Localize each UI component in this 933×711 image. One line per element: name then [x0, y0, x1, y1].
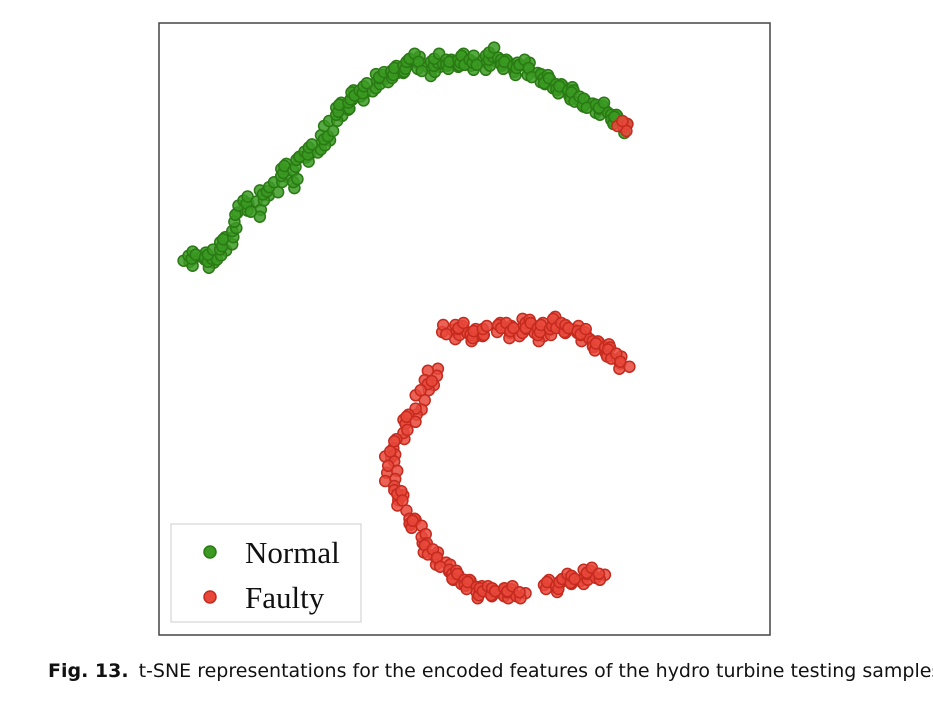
- data-point-faulty: [414, 384, 427, 397]
- data-point-normal: [415, 64, 429, 78]
- data-point-faulty: [507, 321, 520, 335]
- data-point-faulty: [383, 445, 397, 458]
- data-point-normal: [244, 205, 258, 218]
- data-point-faulty: [513, 585, 526, 599]
- data-point-faulty: [579, 322, 592, 336]
- series-normal: [177, 41, 634, 274]
- data-point-faulty: [388, 435, 401, 448]
- data-point-faulty: [401, 423, 414, 437]
- legend-label-normal: Normal: [245, 535, 340, 570]
- legend-marker-faulty: [203, 590, 217, 604]
- data-point-faulty: [409, 415, 422, 429]
- data-point-faulty: [623, 360, 636, 373]
- figure-label: Fig. 13.: [48, 660, 129, 682]
- legend-label-faulty: Faulty: [245, 580, 325, 615]
- legend-box: [170, 523, 362, 623]
- series-faulty: [378, 114, 636, 605]
- data-point-faulty: [480, 319, 494, 333]
- data-point-faulty: [440, 327, 453, 341]
- data-point-normal: [291, 172, 304, 186]
- data-point-faulty: [396, 494, 409, 507]
- data-point-faulty: [568, 572, 581, 586]
- data-point-normal: [470, 58, 484, 72]
- data-point-normal: [305, 138, 319, 151]
- legend: Normal Faulty: [170, 523, 362, 623]
- data-point-normal: [487, 41, 501, 54]
- data-point-faulty: [592, 567, 606, 581]
- data-point-faulty: [378, 474, 392, 488]
- data-point-normal: [360, 76, 374, 90]
- data-point-faulty: [425, 374, 439, 388]
- points-layer: [177, 41, 636, 605]
- data-point-faulty: [457, 316, 470, 330]
- data-point-faulty: [616, 114, 629, 128]
- data-point-normal: [597, 96, 611, 109]
- caption-text: t-SNE representations for the encoded fe…: [138, 660, 933, 682]
- legend-marker-normal: [203, 545, 217, 559]
- figure-caption: Fig. 13. t-SNE representations for the en…: [48, 660, 933, 682]
- scatter-plot: Normal Faulty: [158, 22, 771, 636]
